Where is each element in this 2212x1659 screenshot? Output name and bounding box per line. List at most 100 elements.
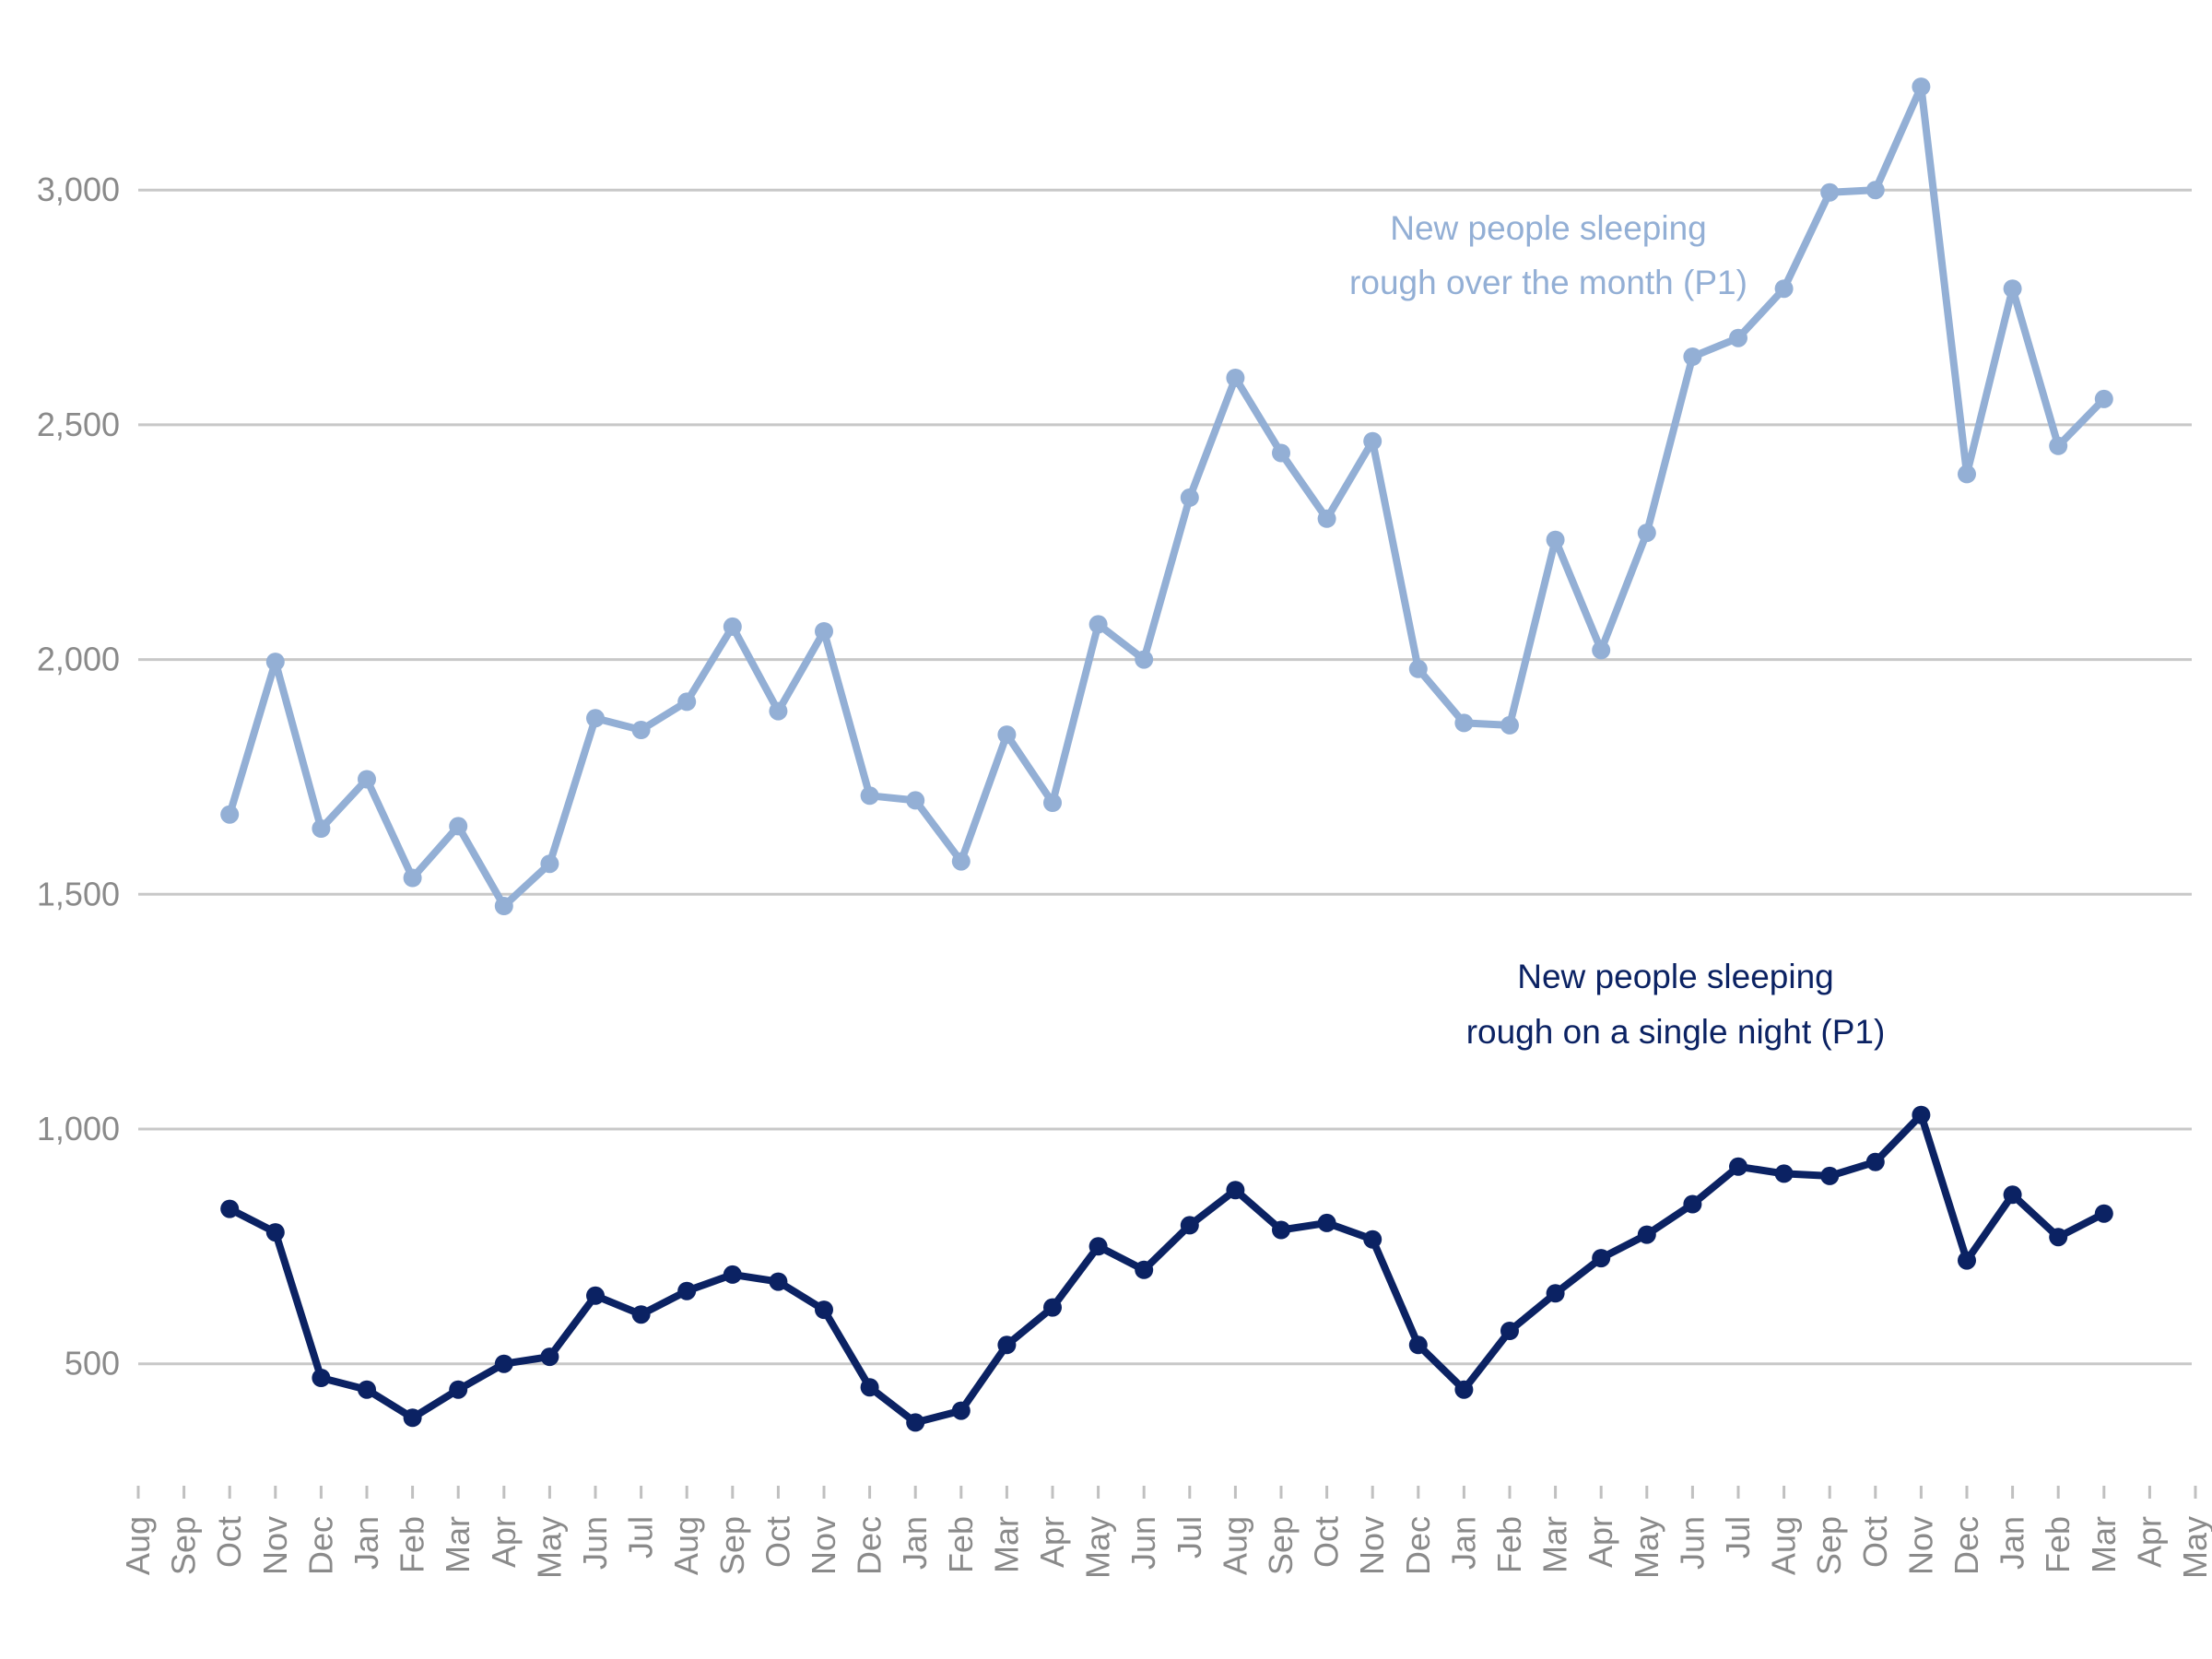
data-point [677,692,697,712]
data-point [1637,1225,1656,1244]
data-point [1088,1237,1108,1256]
x-tick-label: Aug [1765,1516,1803,1575]
data-point [2003,279,2022,299]
data-point [265,653,285,672]
x-tick-label: May [530,1516,568,1579]
x-tick-label: Jan [1444,1516,1482,1570]
series-1 [220,77,2113,915]
data-point [1958,465,1976,484]
x-tick-label: Dec [301,1516,339,1575]
data-point [358,1380,376,1399]
data-point [769,701,788,721]
x-tick-label: Oct [210,1516,248,1568]
x-tick-label: Feb [942,1516,980,1573]
series-group [220,77,2113,1432]
x-tick-label: Oct [1856,1516,1894,1568]
data-point [723,617,742,636]
data-point [265,1223,285,1242]
data-point [1272,443,1290,463]
x-tick-label: Jan [347,1516,385,1570]
y-tick-label: 2,500 [37,406,120,443]
data-point [951,852,971,871]
x-tick-label: Apr [1582,1516,1619,1568]
data-point [1637,524,1656,543]
x-axis-ticks: Aug Sep Oct Nov Dec Jan Feb Mar Apr May Jun Jul Aug S… [119,1486,2212,1579]
data-point [951,1401,971,1420]
data-point [1272,1220,1290,1240]
data-point [1546,530,1565,549]
data-point [997,725,1017,745]
data-point [449,1380,468,1399]
data-point [1226,1181,1245,1200]
x-tick-label: Sep [165,1516,203,1575]
data-point [1043,1298,1062,1317]
series-label-line: New people sleeping [1517,958,1834,995]
data-point [540,854,559,874]
x-tick-label: Aug [1216,1516,1253,1575]
data-point [1180,1216,1199,1235]
x-tick-label: Apr [1033,1516,1071,1568]
x-tick-label: Feb [1490,1516,1528,1573]
x-tick-label: Sep [1810,1516,1848,1575]
data-point [1729,1157,1747,1176]
data-point [1729,328,1747,347]
data-point [1317,509,1336,528]
y-tick-label: 1,000 [37,1110,120,1147]
data-point [815,1300,833,1320]
gridlines [138,188,2192,1366]
x-tick-label: Sep [1262,1516,1300,1575]
x-tick-label: Apr [485,1516,523,1568]
x-tick-label: Dec [1947,1516,1985,1575]
series-label-line: rough over the month (P1) [1349,264,1747,301]
data-point [1454,713,1474,733]
y-tick-label: 2,000 [37,641,120,678]
data-point [494,897,513,915]
data-point [2049,1228,2068,1247]
x-tick-label: Mar [987,1516,1025,1573]
data-point [1683,347,1702,366]
x-tick-label: Jul [622,1516,660,1559]
data-point [312,1369,331,1387]
data-point [1088,615,1108,634]
data-point [2049,436,2068,455]
data-point [1363,1230,1382,1249]
series-line [226,1111,2108,1427]
data-point [312,819,331,838]
x-tick-label: Jun [1673,1516,1711,1570]
data-point [586,709,605,728]
data-point [2003,1185,2022,1205]
data-point [1820,182,1840,202]
x-tick-label: Jan [1994,1516,2031,1570]
series-labels: New people sleeping rough over the month … [1349,209,1885,1051]
series-2 [220,1105,2113,1432]
x-tick-label: May [1628,1516,1665,1579]
data-point [1912,77,1931,97]
data-point [1865,1152,1885,1171]
x-tick-label: Apr [2130,1516,2168,1568]
data-point [1226,369,1245,387]
x-tick-label: Sep [713,1516,751,1575]
x-tick-label: Jul [1719,1516,1757,1559]
data-point [1912,1105,1931,1124]
data-point [403,1408,422,1428]
data-point [860,1378,879,1397]
data-point [1820,1166,1840,1185]
data-point [494,1354,513,1373]
data-point [1317,1213,1336,1232]
data-point [723,1265,742,1284]
data-point [1180,488,1199,507]
data-point [403,868,422,888]
x-tick-label: Jul [1171,1516,1208,1559]
x-tick-label: Mar [1536,1516,1574,1573]
x-tick-label: Dec [851,1516,888,1575]
series-line [226,83,2108,910]
data-point [1454,1380,1474,1399]
y-axis-ticks: 500 1,000 1,500 2,000 2,500 3,000 [37,171,120,1382]
data-point [1865,181,1885,200]
data-point [1592,641,1611,660]
data-point [1958,1251,1976,1270]
x-tick-label: Aug [119,1516,157,1575]
x-tick-label: Oct [1308,1516,1346,1568]
data-point [631,1305,651,1324]
